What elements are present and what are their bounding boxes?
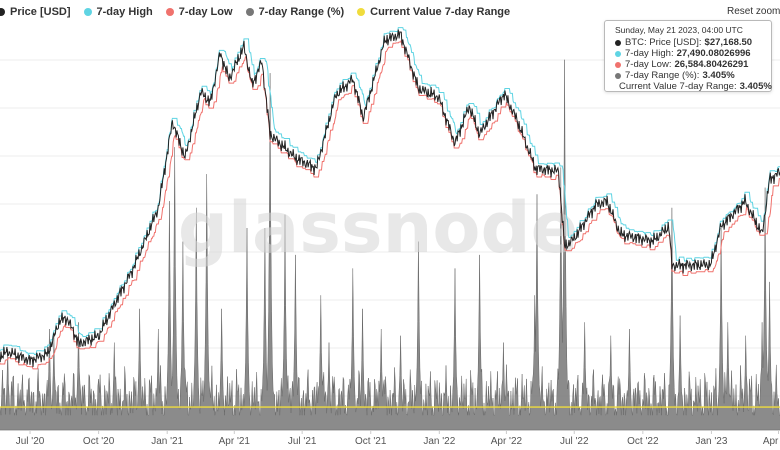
seven-day-high-line (0, 27, 780, 357)
x-tick-label: Jan '22 (423, 436, 455, 447)
tooltip-value: 26,584.80426291 (674, 59, 749, 70)
legend-item-2[interactable]: 7-day Low (165, 6, 233, 18)
tooltip-swatch (615, 50, 621, 57)
tooltip-row: 7-day Low: 26,584.80426291 (615, 59, 765, 70)
tooltip-row: BTC: Price [USD]: $27,168.50 (615, 37, 765, 48)
x-tick-label: Jul '20 (16, 436, 45, 447)
legend-item-3[interactable]: 7-day Range (%) (245, 6, 345, 18)
x-tick-label: Jan '23 (695, 436, 727, 447)
legend-swatch (83, 8, 92, 16)
tooltip-row: 7-day Range (%): 3.405% (615, 70, 765, 81)
tooltip-value: 27,490.08026996 (676, 48, 751, 59)
tooltip-label: 7-day High: (625, 48, 674, 59)
x-tick-label: Oct '21 (355, 436, 387, 447)
legend-label: 7-day Range (%) (258, 6, 345, 18)
tooltip-header: Sunday, May 21 2023, 04:00 UTC (615, 25, 743, 35)
tooltip-swatch (615, 39, 621, 46)
tooltip-label: BTC: Price [USD]: (625, 37, 702, 48)
legend-swatch (357, 8, 366, 16)
legend-label: 7-day Low (178, 6, 233, 18)
reset-zoom-button[interactable]: Reset zoom (727, 3, 780, 19)
tooltip-swatch (615, 72, 621, 79)
tooltip-label: 7-day Low: (625, 59, 672, 70)
tooltip-row: Current Value 7-day Range: 3.405% (615, 81, 772, 92)
x-tick-label: Apr '22 (491, 436, 523, 447)
tooltip-row: 7-day High: 27,490.08026996 (615, 48, 765, 59)
seven-day-low-line (0, 40, 780, 370)
price-line (0, 29, 780, 367)
x-tick-label: Jul '21 (288, 436, 317, 447)
legend-swatch (0, 8, 5, 16)
tooltip-value: 3.405% (702, 70, 735, 81)
x-tick-label: Apr '23 (763, 436, 780, 447)
chart-legend: Price [USD] 7-day High 7-day Low 7-day Rang… (0, 0, 720, 24)
watermark: glassnode (178, 187, 578, 269)
x-tick-label: Jan '21 (151, 436, 183, 447)
x-tick-label: Oct '22 (627, 436, 659, 447)
tooltip-value: 3.405% (739, 81, 772, 92)
legend-swatch (165, 8, 174, 16)
legend-swatch (245, 8, 254, 16)
legend-item-1[interactable]: 7-day High (83, 6, 153, 18)
legend-label: Current Value 7-day Range (370, 6, 511, 18)
tooltip-swatch (615, 61, 621, 68)
x-tick-label: Oct '20 (83, 436, 115, 447)
tooltip-label: 7-day Range (%): (625, 70, 700, 81)
legend-label: 7-day High (96, 6, 153, 18)
x-tick-label: Apr '21 (219, 436, 251, 447)
x-tick-label: Jul '22 (560, 436, 589, 447)
legend-item-0[interactable]: Price [USD] (0, 6, 71, 18)
range-area-series (0, 59, 780, 431)
chart-tooltip: Sunday, May 21 2023, 04:00 UTC BTC: Pric… (604, 20, 772, 92)
tooltip-value: $27,168.50 (704, 37, 753, 48)
legend-label: Price [USD] (10, 6, 71, 18)
legend-item-4[interactable]: Current Value 7-day Range (357, 6, 510, 18)
tooltip-label: Current Value 7-day Range: (619, 81, 737, 92)
